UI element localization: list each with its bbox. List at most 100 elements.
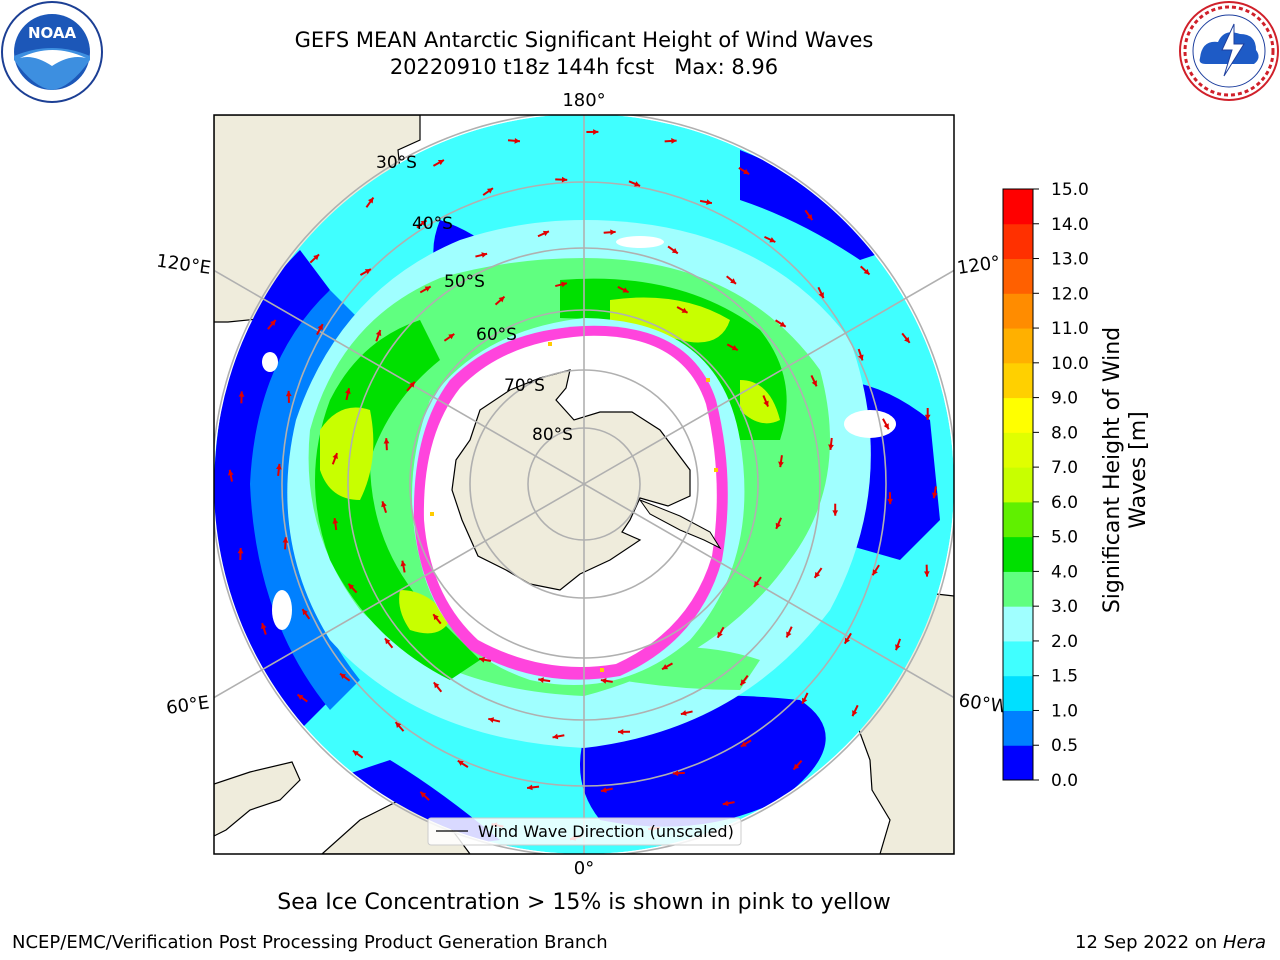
- wave-arrow-head: [302, 609, 308, 616]
- wave-arrow-head: [730, 278, 737, 284]
- wave-arrow-head: [424, 286, 431, 292]
- wave-arrow-head: [514, 137, 520, 144]
- colorbar-swatch: [1003, 675, 1033, 711]
- colorbar-tick-label: 15.0: [1051, 180, 1089, 200]
- wave-arrow-head: [486, 188, 493, 194]
- wave-arrow-head: [395, 722, 402, 728]
- wave-arrow-head: [763, 400, 769, 407]
- wave-arrow-head: [433, 614, 439, 621]
- colorbar-tick-label: 6.0: [1051, 493, 1078, 513]
- wave-arrow-head: [672, 770, 679, 777]
- wave-arrow-head: [238, 391, 245, 397]
- colorbar-tick-label: 10.0: [1051, 354, 1089, 374]
- wave-arrow-head: [802, 697, 808, 704]
- wave-arrow-head: [227, 469, 234, 476]
- colorbar-label: Significant Height of Wind Waves [m]: [1100, 326, 1151, 614]
- colorbar-swatch: [1003, 501, 1033, 538]
- wave-direction-arrows: [227, 129, 938, 841]
- wave-arrow-head: [872, 569, 878, 576]
- wave-arrow-head: [593, 129, 599, 135]
- latitude-labels: 30°S 40°S 50°S 60°S 70°S 80°S: [376, 153, 573, 445]
- wave-arrow-head: [488, 717, 495, 723]
- wave-arrow-head: [479, 656, 485, 663]
- wave-arrow-head: [811, 380, 817, 387]
- colorbar-tick-label: 4.0: [1051, 562, 1078, 582]
- noaa-logo: NOAA: [1, 1, 103, 103]
- wave-arrow-head: [352, 750, 359, 757]
- wave-arrow-head: [313, 254, 320, 261]
- wave-arrow-head: [270, 319, 276, 326]
- colorbar-tick-label: 5.0: [1051, 528, 1078, 548]
- wave-arrow-head: [285, 390, 292, 397]
- colorbar-swatch: [1003, 536, 1033, 572]
- colorbar-swatch: [1003, 710, 1033, 746]
- lon-label-120w: 120°: [956, 252, 1002, 279]
- wave-arrow-head: [600, 678, 607, 684]
- wave-arrow-head: [237, 547, 244, 554]
- wave-arrow-head: [348, 583, 355, 590]
- wave-arrow-head: [923, 571, 930, 577]
- wave-arrow-head: [793, 763, 800, 770]
- colorbar-swatch: [1003, 258, 1033, 294]
- wave-arrow-head: [680, 710, 687, 716]
- wave-arrow-head: [706, 199, 712, 205]
- chart-title: GEFS MEAN Antarctic Significant Height o…: [294, 28, 874, 52]
- wave-arrow-head: [769, 237, 776, 243]
- wave-arrow-head: [381, 501, 387, 508]
- wave-arrow-head: [931, 492, 938, 499]
- wave-arrow-head: [367, 197, 374, 204]
- colorbar-swatch: [1003, 362, 1033, 399]
- map-area: 30°S 40°S 50°S 60°S 70°S 80°S Wind Wave …: [214, 115, 954, 854]
- lat-label-60: 60°S: [476, 325, 517, 345]
- antarctic-peninsula-land: [638, 498, 722, 550]
- wave-arrow-head: [345, 388, 351, 395]
- wave-arrow-head: [775, 522, 781, 529]
- colorbar-swatch: [1003, 432, 1033, 468]
- colorbar-tick-label: 7.0: [1051, 458, 1078, 478]
- sea-ice-note: Sea Ice Concentration > 15% is shown in …: [277, 890, 891, 915]
- lon-label-180: 180°: [562, 90, 605, 111]
- wave-arrow-head: [332, 453, 338, 460]
- wave-arrow-head: [297, 694, 304, 701]
- colorbar-swatch: [1003, 571, 1033, 607]
- wave-arrow-head: [671, 138, 677, 144]
- wave-arrow-head: [317, 324, 323, 331]
- chart-subtitle: 20220910 t18z 144h fcst Max: 8.96: [389, 55, 779, 79]
- wave-arrow-head: [863, 268, 870, 275]
- colorbar-tick-label: 8.0: [1051, 423, 1078, 443]
- wave-arrow-head: [887, 498, 893, 505]
- lon-label-60w: 60°W: [957, 690, 1009, 718]
- wave-arrow-head: [852, 710, 858, 717]
- colorbar-swatch: [1003, 397, 1033, 433]
- wave-arrow-head: [618, 728, 624, 735]
- wave-arrow-head: [671, 247, 678, 254]
- footer-date-text: 12 Sep 2022 on: [1075, 932, 1223, 953]
- wave-arrow-head: [498, 296, 505, 303]
- wave-arrow-head: [779, 321, 786, 327]
- colorbar-swatch: [1003, 223, 1033, 260]
- colorbar-frame: [1002, 188, 1034, 781]
- wave-arrow-head: [420, 220, 427, 226]
- colorbar-tick-label: 0.0: [1051, 771, 1078, 791]
- wave-arrow-head: [332, 518, 339, 524]
- wave-arrow-head: [740, 679, 747, 686]
- wave-arrow-head: [786, 631, 792, 638]
- noaa-logo-text: NOAA: [28, 24, 77, 42]
- wave-arrow-head: [778, 461, 784, 468]
- wave-arrow-head: [420, 791, 427, 798]
- wave-arrow-head: [904, 336, 910, 343]
- wave-arrow-head: [844, 637, 850, 644]
- wave-arrow-head: [538, 677, 544, 683]
- wave-arrow-head: [339, 673, 346, 680]
- wave-arrow-head: [364, 269, 371, 275]
- graticule: [214, 115, 954, 854]
- colorbar: 0.0 0.5 1.0 1.5 2.0 3.0 4.0 5.0 6.0 7.0 8.0 9.0 10.0…: [1002, 180, 1089, 791]
- footer-date: 12 Sep 2022 on Hera: [1075, 932, 1266, 953]
- colorbar-tick-label: 0.5: [1051, 736, 1078, 756]
- wave-arrow-head: [818, 292, 824, 299]
- wave-arrow-head: [457, 760, 464, 766]
- wave-arrow-head: [662, 664, 669, 670]
- footer-branch: NCEP/EMC/Verification Post Processing Pr…: [12, 932, 608, 953]
- colorbar-tick-label: 13.0: [1051, 250, 1089, 270]
